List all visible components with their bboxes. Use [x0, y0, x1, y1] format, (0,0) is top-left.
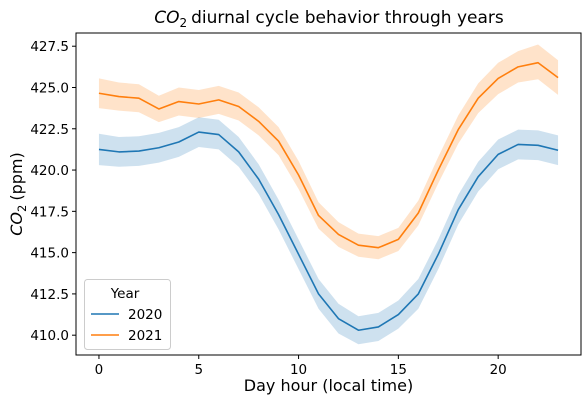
y-tick-label-2: 415.0 [30, 246, 69, 262]
y-tick-label-6: 425.0 [30, 80, 69, 96]
ci-band-2020 [98, 117, 559, 345]
y-axis-label-text: (ppm) [7, 152, 26, 200]
x-tick-label-10: 10 [290, 362, 307, 378]
chart-title-text: diurnal cycle behavior through years [191, 8, 504, 28]
y-tick-label-7: 427.5 [30, 39, 69, 55]
legend: Year 2020 2021 [84, 279, 171, 350]
legend-label-2021: 2021 [128, 328, 162, 344]
y-axis-label-math-sub: 2 [15, 205, 29, 212]
x-tick-label-20: 20 [490, 362, 507, 378]
y-axis-label-math-base: CO [7, 212, 26, 236]
x-tick-label-0: 0 [95, 362, 104, 378]
legend-label-2020: 2020 [128, 307, 162, 323]
axis-ticks: 0 5 10 15 20 410.0 412.5 415.0 417.5 420.0 422.5 42… [30, 39, 506, 378]
chart-title-math-base: CO [154, 8, 179, 28]
y-tick-label-1: 412.5 [30, 287, 69, 303]
x-axis-label: Day hour (local time) [244, 376, 413, 395]
series-line-2020 [98, 131, 559, 332]
confidence-bands [98, 44, 559, 345]
legend-box [84, 279, 171, 350]
y-tick-label-5: 422.5 [30, 122, 69, 138]
chart-title: CO2 diurnal cycle behavior through years [154, 8, 504, 30]
x-tick-label-15: 15 [390, 362, 407, 378]
y-axis-label: CO2 (ppm) [7, 152, 29, 235]
series-line-2021 [98, 61, 559, 249]
series-lines [98, 61, 559, 332]
chart-title-math-sub: 2 [179, 16, 187, 30]
ci-band-2021 [98, 44, 559, 260]
x-tick-label-5: 5 [194, 362, 203, 378]
y-tick-label-4: 420.0 [30, 163, 69, 179]
y-tick-label-3: 417.5 [30, 204, 69, 220]
legend-title: Year [110, 286, 140, 302]
y-tick-label-0: 410.0 [30, 328, 69, 344]
plot-frame [75, 32, 582, 356]
